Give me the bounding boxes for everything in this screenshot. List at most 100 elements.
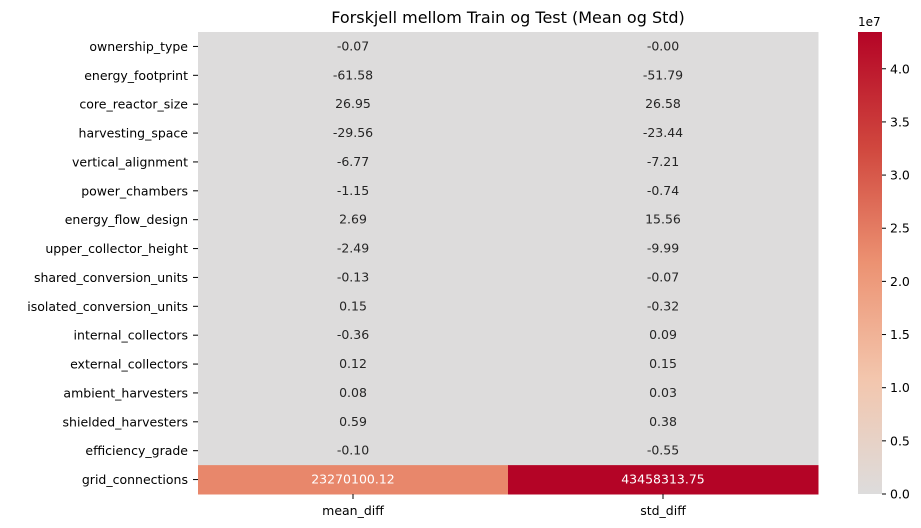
heatmap-cell — [508, 349, 819, 379]
heatmap-cell-labels: -0.07 -0.00 -61.58 -51.79 26.95 26.58 -29.56 -2… — [311, 38, 705, 486]
y-tick-label: energy_flow_design — [65, 212, 188, 227]
y-tick-label: core_reactor_size — [79, 97, 188, 112]
cell-value-label: -51.79 — [643, 67, 683, 82]
colorbar-tick-label: 0.5 — [890, 433, 910, 448]
cell-value-label: 0.09 — [649, 327, 677, 342]
colorbar: 0.0 0.5 1.0 1.5 2.0 2.5 3.0 3.5 4.0 — [858, 32, 910, 502]
heatmap-cell — [198, 205, 509, 235]
cell-value-label: -7.21 — [647, 154, 679, 169]
cell-value-label: -2.49 — [337, 241, 369, 256]
colorbar-tick-label: 2.5 — [890, 221, 910, 236]
y-tick-label: power_chambers — [81, 183, 188, 198]
y-tick-label: isolated_conversion_units — [27, 299, 188, 314]
x-tick-label: std_diff — [640, 503, 686, 518]
cell-value-label: 2.69 — [339, 212, 367, 227]
cell-value-label: -1.15 — [337, 183, 369, 198]
cell-value-label: -23.44 — [643, 125, 683, 140]
cell-value-label: 23270100.12 — [311, 472, 395, 487]
heatmap-cell — [198, 89, 509, 120]
heatmap-cell — [508, 291, 819, 322]
cell-value-label: -0.74 — [647, 183, 679, 198]
colorbar-offset-label: 1e7 — [858, 15, 881, 29]
colorbar-tick-label: 2.0 — [890, 274, 910, 289]
y-tick-label: efficiency_grade — [85, 443, 188, 458]
cell-value-label: -0.32 — [647, 298, 679, 313]
y-tick-label: shielded_harvesters — [63, 414, 188, 429]
cell-value-label: 0.15 — [339, 298, 367, 313]
colorbar-gradient — [858, 32, 882, 494]
y-tick-label: ambient_harvesters — [63, 385, 188, 400]
heatmap-cell — [198, 234, 509, 264]
heatmap-cell — [508, 205, 819, 235]
heatmap-cell — [198, 407, 509, 437]
heatmap-cell — [508, 320, 819, 351]
heatmap-cell — [508, 378, 819, 408]
heatmap-cell — [508, 436, 819, 466]
cell-value-label: -0.07 — [647, 269, 679, 284]
y-tick-label: harvesting_space — [79, 126, 189, 141]
heatmap-cell — [508, 465, 819, 495]
cell-value-label: 26.58 — [645, 96, 681, 111]
heatmap-cell — [198, 465, 509, 495]
heatmap-cell — [198, 436, 509, 466]
heatmap-cell — [508, 89, 819, 120]
y-tick-label: internal_collectors — [74, 328, 188, 343]
cell-value-label: 26.95 — [335, 96, 371, 111]
y-axis: ownership_type energy_footprint core_react… — [27, 39, 198, 487]
colorbar-tick-label: 3.5 — [890, 114, 910, 129]
y-tick-label: energy_footprint — [84, 68, 188, 83]
heatmap-cell — [508, 147, 819, 177]
y-tick-label: vertical_alignment — [72, 154, 188, 169]
chart-title: Forskjell mellom Train og Test (Mean og … — [331, 8, 685, 27]
cell-value-label: -9.99 — [647, 241, 679, 256]
y-tick-label: upper_collector_height — [45, 241, 188, 256]
x-tick-label: mean_diff — [322, 503, 384, 518]
heatmap-cell — [198, 291, 509, 322]
cell-value-label: -0.00 — [647, 38, 679, 53]
colorbar-tick-label: 1.0 — [890, 380, 910, 395]
cell-value-label: -0.13 — [337, 269, 369, 284]
heatmap-cell — [508, 32, 819, 62]
cell-value-label: 0.59 — [339, 414, 367, 429]
heatmap-cell — [198, 176, 509, 206]
heatmap-cell — [508, 407, 819, 437]
cell-value-label: 0.08 — [339, 385, 367, 400]
heatmap-cell — [198, 147, 509, 177]
colorbar-tick-label: 1.5 — [890, 327, 910, 342]
cell-value-label: 43458313.75 — [621, 472, 705, 487]
cell-value-label: -6.77 — [337, 154, 369, 169]
heatmap-cell — [198, 378, 509, 408]
y-tick-label: external_collectors — [70, 357, 188, 372]
cell-value-label: 0.03 — [649, 385, 677, 400]
heatmap-cell — [508, 60, 819, 91]
heatmap-cell — [198, 60, 509, 91]
cell-value-label: 0.38 — [649, 414, 677, 429]
colorbar-tick-label: 3.0 — [890, 168, 910, 183]
y-tick-label: grid_connections — [82, 472, 188, 487]
cell-value-label: -0.10 — [337, 443, 369, 458]
x-axis: mean_diff std_diff — [322, 494, 686, 518]
cell-value-label: -0.36 — [337, 327, 369, 342]
heatmap-cell — [508, 176, 819, 206]
cell-value-label: -0.07 — [337, 38, 369, 53]
colorbar-tick-label: 4.0 — [890, 61, 910, 76]
cell-value-label: -0.55 — [647, 443, 679, 458]
y-tick-label: ownership_type — [89, 39, 188, 54]
cell-value-label: 0.12 — [339, 356, 367, 371]
cell-value-label: 0.15 — [649, 356, 677, 371]
heatmap-cell — [508, 118, 819, 148]
colorbar-tick-label: 0.0 — [890, 487, 910, 502]
heatmap-cell — [198, 349, 509, 379]
heatmap-cell — [508, 234, 819, 264]
cell-value-label: -61.58 — [333, 67, 373, 82]
heatmap-cell — [508, 263, 819, 293]
y-tick-label: shared_conversion_units — [34, 270, 188, 285]
heatmap-cell — [198, 118, 509, 148]
heatmap-cells — [198, 32, 819, 495]
heatmap-cell — [198, 263, 509, 293]
heatmap-cell — [198, 320, 509, 351]
cell-value-label: 15.56 — [645, 212, 681, 227]
heatmap-cell — [198, 32, 509, 62]
cell-value-label: -29.56 — [333, 125, 373, 140]
